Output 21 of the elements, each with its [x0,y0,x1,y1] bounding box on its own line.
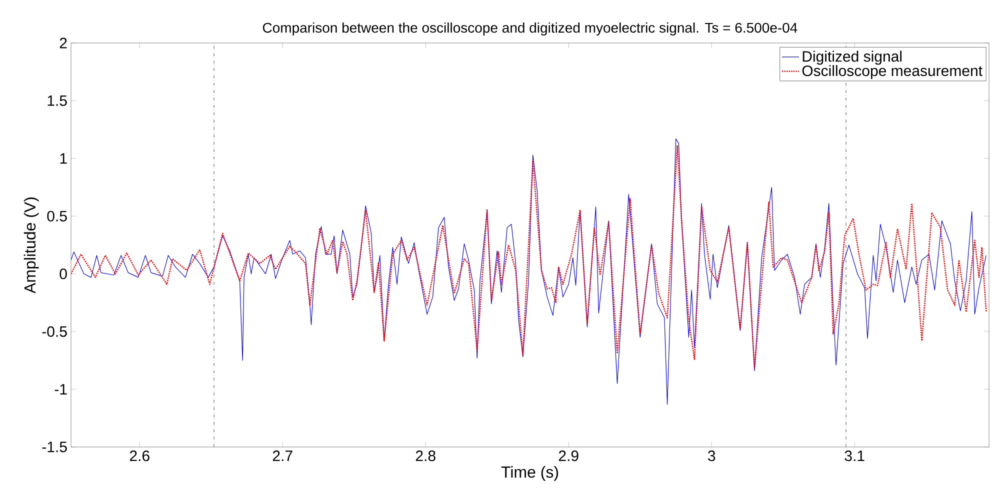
y-tick-label: 1.5 [48,95,67,106]
y-tick-label: -0.5 [42,326,67,337]
x-axis-title: Time (s) [501,466,558,481]
x-tick-label: 2.8 [416,450,436,462]
legend-label: Oscilloscope measurement [802,65,982,80]
x-tick-label: 3.1 [844,450,864,462]
x-tick-label: 2.7 [272,450,292,461]
x-tick-label: 2.9 [558,450,578,462]
line-series [71,138,986,405]
chart-title: Comparison between the oscilloscope and digitized myoelectric signal. Ts = 6.500e-04 [262,22,798,36]
y-tick-label: 0 [60,268,67,280]
y-tick-label: 0.5 [47,210,67,222]
legend-label: Digitized signal [802,50,902,65]
y-tick-label: 2 [60,38,67,48]
y-tick-label: -1.5 [42,442,67,452]
y-tick-label: 1 [60,153,67,164]
line-series [71,145,987,370]
y-tick-label: -1 [54,384,67,394]
y-axis-title: Amplitude (V) [24,198,39,294]
x-tick-label: 2.6 [130,450,150,462]
x-tick-label: 3 [708,450,716,462]
